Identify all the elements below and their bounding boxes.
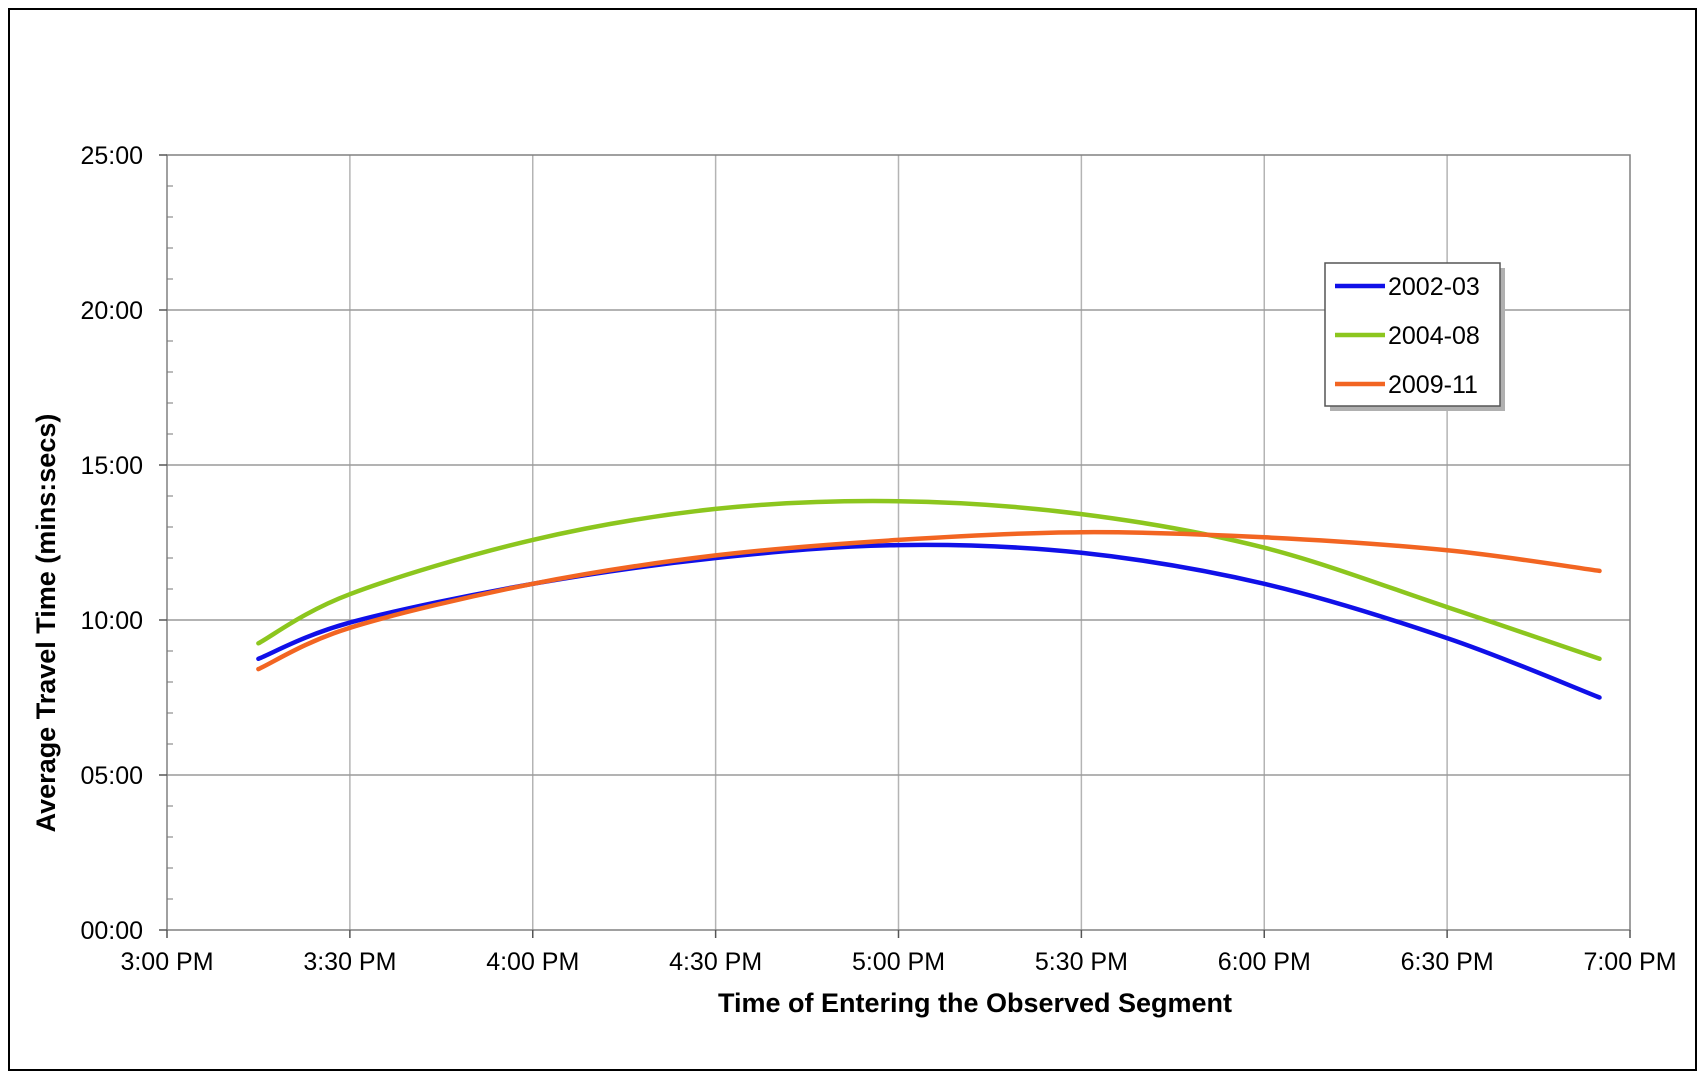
y-tick-label: 25:00 xyxy=(80,142,143,170)
x-tick-label: 3:30 PM xyxy=(303,948,396,976)
x-tick-label: 3:00 PM xyxy=(120,948,213,976)
y-tick-label: 20:00 xyxy=(80,297,143,325)
legend: 2002-03 2004-08 2009-11 xyxy=(1324,262,1505,411)
legend-label: 2002-03 xyxy=(1388,273,1480,301)
y-tick-label: 05:00 xyxy=(80,762,143,790)
y-axis-title: Average Travel Time (mins:secs) xyxy=(31,414,61,833)
grid-layer xyxy=(167,155,1630,930)
chart-frame xyxy=(8,8,1697,1071)
x-axis-title: Time of Entering the Observed Segment xyxy=(718,988,1232,1018)
x-tick-label: 6:00 PM xyxy=(1218,948,1311,976)
y-tick-label: 00:00 xyxy=(80,917,143,945)
legend-label: 2009-11 xyxy=(1388,371,1478,399)
x-tick-label: 4:00 PM xyxy=(486,948,579,976)
y-tick-label: 10:00 xyxy=(80,607,143,635)
x-tick-label: 6:30 PM xyxy=(1401,948,1494,976)
x-tick-label: 5:00 PM xyxy=(852,948,945,976)
axis-layer: 3:00 PM 3:30 PM 4:00 PM 4:30 PM 5:00 PM 5:30 … xyxy=(80,142,1676,976)
x-tick-label: 4:30 PM xyxy=(669,948,762,976)
legend-items: 2002-03 2004-08 2009-11 xyxy=(1335,273,1480,399)
series-line-2009-11 xyxy=(256,529,1602,672)
y-tick-label: 15:00 xyxy=(80,452,143,480)
legend-label: 2004-08 xyxy=(1388,322,1480,350)
series-line-2002-03 xyxy=(256,542,1602,700)
series-line-2004-08 xyxy=(256,498,1602,662)
x-tick-label: 7:00 PM xyxy=(1583,948,1676,976)
series-layer xyxy=(256,498,1602,700)
x-tick-label: 5:30 PM xyxy=(1035,948,1128,976)
